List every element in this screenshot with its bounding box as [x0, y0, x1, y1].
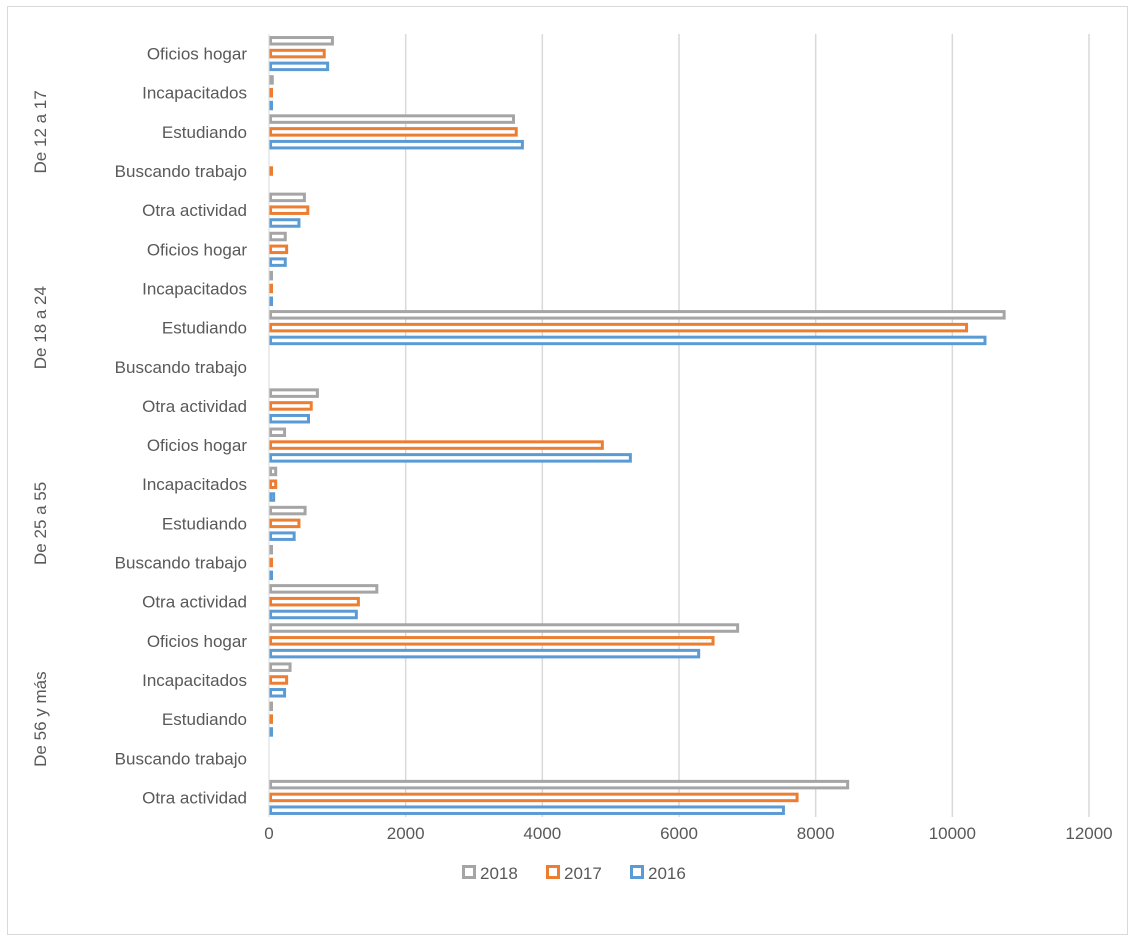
category-label: Buscando trabajo [115, 554, 247, 573]
bar-De-12-a-17-Oficios-hogar-2017 [269, 48, 326, 59]
x-tick-label: 4000 [523, 824, 561, 843]
bar-De-12-a-17-Estudiando-2018 [269, 114, 515, 124]
category-label: Buscando trabajo [115, 162, 247, 181]
legend-label-2016: 2016 [648, 864, 686, 883]
bar-De-18-a-24-Oficios-hogar-2018 [269, 231, 287, 242]
x-tick-label: 10000 [929, 824, 976, 843]
bar-De-18-a-24-Incapacitados-2018 [269, 270, 273, 281]
bar-De-12-a-17-Incapacitados-2016 [269, 100, 273, 111]
bar-De-25-a-55-Oficios-hogar-2016 [269, 453, 632, 463]
bar-De-56-y-más-Oficios-hogar-2018 [269, 623, 740, 633]
category-label: Otra actividad [142, 397, 247, 416]
bar-De-56-y-más-Otra-actividad-2018 [269, 779, 850, 790]
x-tick-label: 0 [264, 824, 273, 843]
category-label: Oficios hogar [147, 240, 247, 259]
bar-De-18-a-24-Otra-actividad-2018 [269, 388, 319, 398]
bar-De-56-y-más-Otra-actividad-2016 [269, 805, 785, 815]
bar-De-18-a-24-Oficios-hogar-2016 [269, 257, 287, 267]
category-labels: Oficios hogar Incapacitados Estudiando Busc… [115, 45, 248, 808]
bar-De-12-a-17-Estudiando-2016 [269, 139, 524, 150]
category-label: Buscando trabajo [115, 358, 247, 377]
bar-De-25-a-55-Incapacitados-2016 [269, 492, 276, 502]
bar-De-25-a-55-Buscando-trabajo-2016 [269, 570, 273, 581]
bar-De-25-a-55-Otra-actividad-2018 [269, 584, 379, 594]
bars [269, 36, 1006, 815]
legend-label-2018: 2018 [480, 864, 518, 883]
bar-De-56-y-más-Oficios-hogar-2017 [269, 636, 715, 646]
bar-De-56-y-más-Estudiando-2017 [269, 714, 273, 724]
bar-De-25-a-55-Estudiando-2018 [269, 505, 307, 516]
category-label: Otra actividad [142, 593, 247, 612]
bar-De-12-a-17-Estudiando-2017 [269, 127, 518, 137]
x-axis-ticks: 0 2000 4000 6000 8000 10000 12000 [264, 824, 1112, 843]
legend-swatch-2016 [630, 865, 644, 879]
x-tick-label: 12000 [1065, 824, 1112, 843]
bar-De-25-a-55-Buscando-trabajo-2017 [269, 557, 273, 568]
bar-De-12-a-17-Otra-actividad-2016 [269, 218, 301, 228]
bar-De-56-y-más-Estudiando-2016 [269, 727, 273, 737]
category-label: Incapacitados [142, 671, 247, 690]
gridlines [404, 34, 1090, 817]
x-tick-label: 6000 [660, 824, 698, 843]
bar-De-56-y-más-Incapacitados-2017 [269, 675, 289, 685]
category-label: Oficios hogar [147, 632, 247, 651]
legend-swatch-2018 [462, 865, 476, 879]
category-label: Otra actividad [142, 788, 247, 807]
legend: 2018 2017 2016 [462, 864, 686, 883]
group-label: De 12 a 17 [31, 90, 50, 173]
category-label: Otra actividad [142, 201, 247, 220]
bar-De-12-a-17-Oficios-hogar-2018 [269, 36, 334, 46]
bar-De-25-a-55-Oficios-hogar-2017 [269, 440, 604, 450]
bar-De-18-a-24-Incapacitados-2017 [269, 283, 273, 294]
category-label: Estudiando [162, 710, 247, 729]
category-label: Estudiando [162, 319, 247, 338]
category-label: Buscando trabajo [115, 749, 247, 768]
bar-De-56-y-más-Otra-actividad-2017 [269, 792, 799, 803]
category-label: Incapacitados [142, 475, 247, 494]
bar-De-18-a-24-Estudiando-2017 [269, 322, 969, 333]
bar-De-56-y-más-Estudiando-2018 [269, 701, 273, 712]
bar-De-25-a-55-Otra-actividad-2017 [269, 596, 360, 607]
bar-De-18-a-24-Oficios-hogar-2017 [269, 244, 289, 255]
group-label: De 18 a 24 [31, 286, 50, 369]
bar-De-12-a-17-Incapacitados-2018 [269, 75, 274, 85]
bar-De-25-a-55-Buscando-trabajo-2018 [269, 544, 273, 555]
bar-De-56-y-más-Incapacitados-2016 [269, 688, 287, 698]
category-label: Oficios hogar [147, 45, 247, 64]
bar-De-25-a-55-Incapacitados-2017 [269, 479, 278, 489]
category-label: Oficios hogar [147, 436, 247, 455]
group-labels: De 12 a 17 De 18 a 24 De 25 a 55 De 56 y má… [31, 90, 50, 767]
category-label: Estudiando [162, 514, 247, 533]
legend-swatch-2017 [546, 865, 560, 879]
bar-De-56-y-más-Incapacitados-2018 [269, 662, 292, 672]
bar-De-18-a-24-Otra-actividad-2016 [269, 413, 310, 424]
category-label: Incapacitados [142, 84, 247, 103]
legend-label-2017: 2017 [564, 864, 602, 883]
bar-De-56-y-más-Oficios-hogar-2016 [269, 648, 701, 659]
bar-De-18-a-24-Estudiando-2018 [269, 310, 1006, 320]
bar-De-12-a-17-Otra-actividad-2017 [269, 205, 310, 215]
bar-De-12-a-17-Oficios-hogar-2016 [269, 61, 330, 72]
x-tick-label: 2000 [387, 824, 425, 843]
bar-De-12-a-17-Buscando-trabajo-2017 [269, 166, 273, 176]
bar-De-12-a-17-Incapacitados-2017 [269, 87, 273, 98]
bar-De-25-a-55-Estudiando-2016 [269, 531, 296, 541]
bar-De-18-a-24-Estudiando-2016 [269, 335, 987, 346]
category-label: Incapacitados [142, 279, 247, 298]
x-tick-label: 8000 [797, 824, 835, 843]
bar-De-25-a-55-Otra-actividad-2016 [269, 609, 358, 620]
category-label: Estudiando [162, 123, 247, 142]
bar-De-25-a-55-Incapacitados-2018 [269, 466, 278, 477]
bar-De-18-a-24-Otra-actividad-2017 [269, 401, 313, 411]
bar-De-25-a-55-Oficios-hogar-2018 [269, 427, 287, 438]
group-label: De 25 a 55 [31, 482, 50, 565]
bar-De-25-a-55-Estudiando-2017 [269, 518, 301, 529]
group-label: De 56 y más [31, 671, 50, 766]
bar-De-12-a-17-Otra-actividad-2018 [269, 192, 306, 203]
bar-De-18-a-24-Incapacitados-2016 [269, 296, 273, 307]
